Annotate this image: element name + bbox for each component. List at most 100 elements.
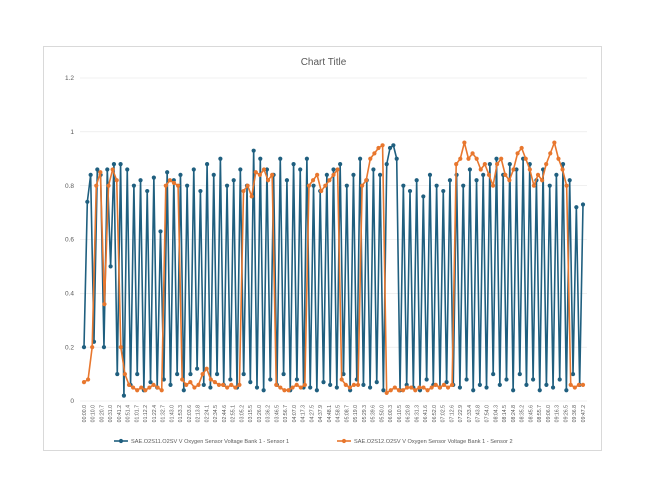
x-tick-label: 00:51.4 [126, 405, 132, 422]
data-point [233, 385, 238, 390]
data-point [507, 162, 512, 167]
data-point [360, 183, 365, 188]
data-point [196, 382, 201, 387]
x-tick-label: 04:27.5 [309, 405, 315, 422]
data-point [331, 172, 336, 177]
x-tick-label: 08:04.3 [493, 405, 499, 422]
data-point [184, 382, 189, 387]
data-point [548, 151, 553, 156]
data-point [421, 194, 426, 199]
data-point [351, 172, 356, 177]
series-2 [81, 140, 586, 396]
data-point [185, 183, 190, 188]
data-point [409, 385, 414, 390]
x-tick-label: 02:55.1 [231, 405, 237, 422]
data-point [122, 371, 127, 377]
line-chart: Chart Title 00.20.40.60.811.2 00:00.0 00:… [65, 57, 587, 445]
data-point [321, 380, 326, 385]
data-point [181, 388, 186, 393]
data-point [414, 178, 419, 183]
x-tick-label: 04:07.0 [292, 405, 298, 422]
data-point [458, 156, 463, 161]
data-point [148, 380, 153, 385]
x-tick-label: 01:22.4 [152, 405, 158, 422]
data-point [351, 382, 357, 387]
data-point [241, 188, 246, 194]
legend-label: SAE.O2S11.O2SV V Oxygen Sensor Voltage B… [131, 439, 289, 445]
data-point [341, 371, 346, 377]
data-point [464, 377, 469, 382]
data-point [355, 382, 361, 387]
data-point [515, 151, 520, 156]
data-point [474, 156, 479, 161]
data-point [327, 178, 332, 183]
data-point [470, 151, 475, 156]
data-point [158, 229, 163, 234]
data-point [111, 162, 117, 167]
x-tick-label: 01:53.3 [178, 405, 184, 422]
data-point [85, 199, 90, 204]
data-point [574, 205, 579, 210]
x-tick-label: 04:58.5 [336, 405, 342, 422]
x-tick-label: 09:47.2 [581, 405, 587, 422]
data-point [462, 140, 467, 145]
data-point [377, 172, 383, 177]
data-point [567, 178, 572, 183]
x-tick-label: 09:36.8 [572, 405, 578, 422]
x-tick-label: 05:19.0 [353, 405, 359, 422]
data-point [143, 388, 148, 393]
data-point [264, 167, 270, 172]
data-point [519, 145, 524, 151]
data-point [281, 371, 286, 377]
data-point [523, 156, 528, 161]
data-point [85, 377, 91, 382]
data-point [580, 202, 586, 207]
data-point [367, 385, 373, 390]
data-point [540, 178, 545, 183]
x-tick-label: 06:31.3 [414, 405, 420, 422]
data-point [535, 172, 541, 177]
data-point [429, 385, 434, 390]
data-point [447, 178, 453, 183]
data-point [544, 382, 549, 387]
data-point [441, 382, 447, 387]
x-tick-label: 01:43.0 [169, 405, 175, 422]
x-tick-label: 02:13.8 [196, 405, 202, 422]
data-point [81, 380, 87, 385]
x-tick-label: 09:26.5 [563, 405, 569, 422]
data-point [339, 377, 344, 382]
x-tick-label: 02:24.1 [204, 405, 210, 422]
data-point [331, 167, 336, 172]
data-point [224, 183, 230, 188]
data-point [151, 175, 156, 180]
data-point [167, 178, 172, 183]
data-point [126, 382, 132, 387]
data-point [433, 382, 438, 387]
data-point [115, 371, 120, 377]
data-point [220, 382, 226, 387]
data-point [208, 377, 213, 382]
data-point [95, 167, 100, 172]
data-point [249, 194, 254, 199]
data-point [482, 162, 487, 167]
data-point [214, 371, 220, 377]
data-point [564, 388, 569, 393]
data-point [278, 385, 283, 390]
data-point [253, 170, 258, 175]
data-point [368, 156, 373, 161]
data-point [490, 183, 496, 188]
data-point [477, 382, 482, 387]
data-point [88, 172, 93, 177]
data-point [380, 143, 385, 148]
data-point [531, 183, 537, 188]
data-point [454, 162, 459, 167]
data-point [294, 377, 300, 382]
data-point [171, 180, 177, 186]
data-point [114, 178, 119, 183]
data-point [168, 382, 173, 387]
data-point [372, 151, 377, 156]
data-point [494, 156, 499, 161]
data-point [229, 382, 234, 387]
data-point [200, 371, 205, 377]
data-point [90, 345, 95, 350]
